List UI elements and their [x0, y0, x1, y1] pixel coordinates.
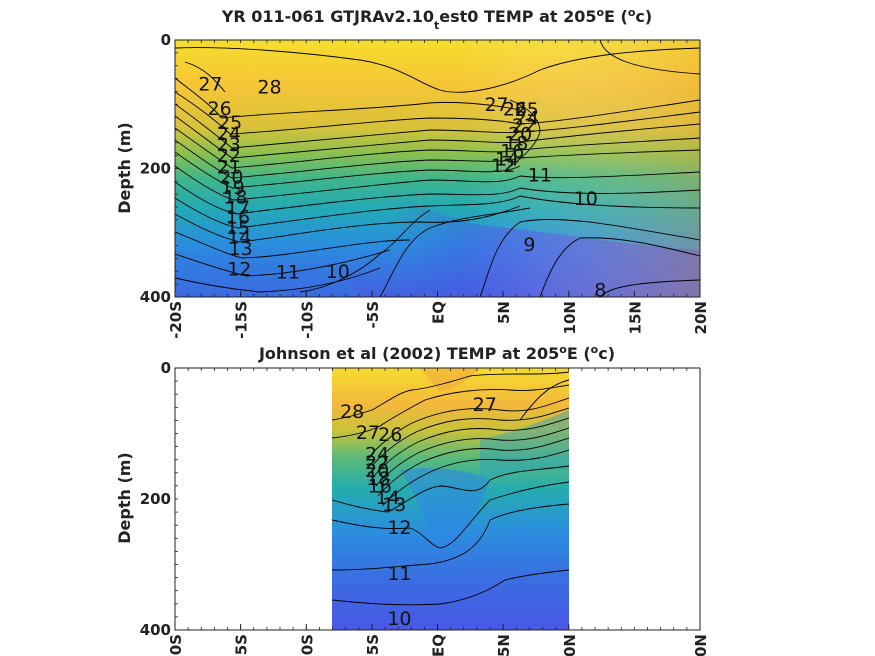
bottom-x-tick-label: 10S — [298, 634, 316, 656]
top-contour-label: 26 — [208, 98, 232, 120]
top-x-tick-label: 15N — [626, 301, 644, 334]
top-contour-lines — [175, 40, 700, 297]
top-contour-label: 11 — [528, 165, 552, 187]
top-contour-label: 16 — [500, 140, 524, 162]
top-contour-label: 26 — [503, 99, 527, 121]
bottom-contour-label: 12 — [387, 517, 411, 539]
bottom-y-tick-label: 0 — [161, 359, 171, 377]
bottom-contour-label: 28 — [340, 401, 364, 423]
top-x-tick-label: 20N — [692, 301, 710, 334]
top-x-tick-label: -20S — [167, 301, 185, 339]
top-chart-title: YR 011-061 GTJRAv2.10test0 TEMP at 205oE… — [221, 6, 652, 32]
bottom-contour-label: 16 — [368, 476, 392, 498]
top-x-tick-label: -5S — [364, 301, 382, 328]
top-contour-label: 12 — [491, 155, 515, 177]
top-contour-label: 27 — [484, 94, 508, 116]
top-contour-label: 27 — [198, 73, 222, 95]
top-contour-label: 22 — [512, 115, 536, 137]
top-contour-label: 21 — [217, 156, 241, 178]
top-contour-label: 24 — [515, 108, 539, 130]
bottom-contour-label: 27 — [356, 422, 380, 444]
top-contour-label: 28 — [257, 77, 281, 99]
top-contour-label: 20 — [219, 167, 243, 189]
top-x-tick-label: -15S — [233, 301, 251, 339]
bottom-x-tick-label: 5N — [495, 634, 513, 656]
bottom-y-tick-label: 200 — [140, 490, 171, 508]
top-field — [175, 40, 700, 297]
top-x-tick-label: 10N — [561, 301, 579, 334]
top-contour-label: 9 — [523, 234, 535, 256]
top-y-axis-label: Depth (m) — [115, 122, 134, 214]
top-contour-label: 25 — [515, 99, 539, 121]
top-contour-label: 22 — [217, 145, 241, 167]
top-contour-label: 15 — [226, 217, 250, 239]
bottom-x-tick-label: 20N — [692, 634, 710, 656]
bottom-field — [332, 368, 569, 630]
top-contour-label: 18 — [504, 133, 528, 155]
bottom-contour-label: 13 — [382, 494, 406, 516]
top-y-tick-label: 200 — [140, 160, 171, 178]
top-contour-label: 10 — [326, 261, 350, 283]
bottom-contour-label: 27 — [473, 394, 497, 416]
bottom-panel: Johnson et al (2002) TEMP at 205oE (oc) — [115, 343, 710, 656]
top-contour-label: 12 — [227, 259, 251, 281]
top-x-tick-label: -10S — [298, 301, 316, 339]
bottom-contour-label: 22 — [365, 452, 389, 474]
bottom-contour-lines — [332, 371, 569, 606]
top-contour-label: 14 — [227, 226, 251, 248]
bottom-contour-label: 20 — [365, 460, 389, 482]
top-panel: YR 011-061 GTJRAv2.10test0 TEMP at 205oE… — [115, 6, 710, 339]
bottom-x-tick-label: 10N — [561, 634, 579, 656]
bottom-contour-label: 10 — [387, 608, 411, 630]
top-contour-label: 10 — [574, 188, 598, 210]
top-contour-label: 18 — [223, 187, 247, 209]
top-contour-label: 19 — [221, 177, 245, 199]
top-contour-label: 11 — [276, 262, 300, 284]
top-y-tick-label: 400 — [140, 288, 171, 306]
top-axis-ticks: -20S -15S -10S -5S EQ 5N 10N 15N 20N 0 200 400 — [140, 31, 710, 339]
top-contour-label: 20 — [508, 124, 532, 146]
bottom-contour-label: 18 — [366, 468, 390, 490]
bottom-y-tick-label: 400 — [140, 621, 171, 639]
top-x-tick-label: EQ — [430, 301, 448, 324]
top-contour-label: 25 — [218, 112, 242, 134]
top-y-tick-label: 0 — [161, 31, 171, 49]
bottom-contour-label: 26 — [378, 424, 402, 446]
top-contour-label: 14 — [495, 149, 519, 171]
bottom-x-tick-label: -5S — [364, 634, 382, 656]
top-contour-label: 17 — [226, 197, 250, 219]
top-contour-label: 13 — [229, 238, 253, 260]
bottom-y-axis-label: Depth (m) — [115, 452, 134, 544]
bottom-x-tick-label: 20S — [167, 634, 185, 656]
top-contour-label: 16 — [226, 206, 250, 228]
bottom-contour-label: 14 — [376, 487, 400, 509]
bottom-axis-ticks: 20S 15S 10S -5S EQ 5N 10N 20N 0 200 400 — [140, 359, 710, 656]
bottom-x-tick-label: EQ — [430, 634, 448, 656]
top-contour-label: 24 — [217, 123, 241, 145]
top-x-tick-label: 5N — [495, 301, 513, 324]
top-contour-label: 8 — [594, 280, 606, 302]
top-contour-label: 23 — [217, 134, 241, 156]
bottom-chart-title: Johnson et al (2002) TEMP at 205oE (oc) — [258, 343, 615, 363]
bottom-contour-label: 11 — [387, 563, 411, 585]
bottom-x-tick-label: 15S — [233, 634, 251, 656]
bottom-contour-label: 24 — [365, 444, 389, 466]
